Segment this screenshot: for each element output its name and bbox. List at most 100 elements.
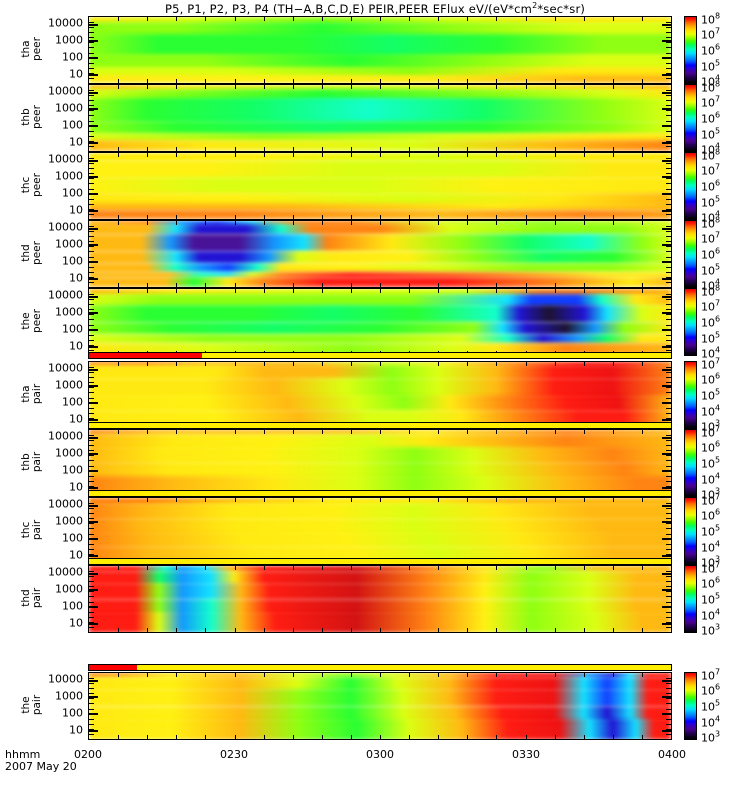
colorbar-tick-label: 106 <box>701 372 721 387</box>
energy-band <box>89 433 671 450</box>
colorbar-thc-pair[interactable] <box>684 497 697 565</box>
x-minor-tick-mark <box>263 215 265 219</box>
y-minor-tick-mark <box>89 241 94 243</box>
colorbar-thb-pair[interactable] <box>684 429 697 497</box>
panel-data-area-tha-peer <box>89 17 671 83</box>
y-axis-label-instrument: pair <box>31 587 43 609</box>
x-minor-tick-mark <box>321 153 323 157</box>
y-tick-mark <box>662 277 671 280</box>
y-minor-tick-mark <box>666 125 671 127</box>
data-quality-bar-1[interactable] <box>88 352 672 359</box>
y-tick-label: 10000 <box>48 565 83 579</box>
y-axis-tick-labels-thb-pair: 10000 1000 100 10 <box>30 429 86 497</box>
colorbar-tick-label: 106 <box>701 440 721 455</box>
x-minor-tick-mark <box>292 221 294 225</box>
y-minor-tick-mark <box>89 387 94 389</box>
y-minor-tick-mark <box>89 32 94 34</box>
colorbar-thd-pair[interactable] <box>684 565 697 633</box>
x-minor-tick-mark <box>292 430 294 434</box>
y-tick-mark <box>89 469 98 472</box>
x-minor-tick-mark <box>234 79 236 83</box>
y-tick-mark <box>662 453 671 456</box>
spectrogram-panel-the-pair[interactable] <box>88 672 672 740</box>
spectrogram-panel-thd-peer[interactable] <box>88 220 672 288</box>
colorbar-thd-peer[interactable] <box>684 220 697 288</box>
x-minor-tick-mark <box>205 362 207 366</box>
y-tick-label: 1000 <box>55 169 83 183</box>
colorbar-thb-peer[interactable] <box>684 84 697 152</box>
y-minor-tick-mark <box>666 203 671 205</box>
colorbar-tick-label: 103 <box>701 418 721 434</box>
y-minor-tick-mark <box>89 417 94 419</box>
x-minor-tick-mark <box>118 566 120 570</box>
colorbar-the-peer[interactable] <box>684 288 697 356</box>
colorbar-the-pair[interactable] <box>684 672 697 740</box>
colorbar-tick-label: 104 <box>701 403 721 418</box>
data-quality-bar-4[interactable] <box>88 558 672 565</box>
x-minor-tick-mark <box>496 362 498 366</box>
colorbar-thc-peer[interactable] <box>684 152 697 220</box>
colorbar-tick-label: 106 <box>701 42 721 58</box>
data-quality-bar-2[interactable] <box>88 422 672 429</box>
y-minor-tick-mark <box>89 596 94 598</box>
spectrogram-panel-thb-pair[interactable] <box>88 429 672 497</box>
spectrogram-panel-tha-peer[interactable] <box>88 16 672 84</box>
spectrogram-panel-thc-pair[interactable] <box>88 497 672 565</box>
spectrogram-panel-thc-peer[interactable] <box>88 152 672 220</box>
x-minor-tick-mark <box>292 153 294 157</box>
colorbar-tha-pair[interactable] <box>684 361 697 429</box>
y-tick-mark <box>89 244 98 247</box>
spectrogram-panel-tha-pair[interactable] <box>88 361 672 429</box>
data-quality-bar-3[interactable] <box>88 490 672 497</box>
y-minor-tick-mark <box>666 543 671 545</box>
y-tick-mark <box>662 469 671 472</box>
colorbar-tick-label: 104 <box>701 345 721 361</box>
y-tick-mark <box>89 73 98 76</box>
x-minor-tick-mark <box>292 283 294 287</box>
x-minor-tick-mark <box>409 221 411 225</box>
y-axis-tick-labels-thd-pair: 10000 1000 100 10 <box>30 565 86 633</box>
y-minor-tick-mark <box>666 281 671 283</box>
y-tick-mark <box>89 260 98 263</box>
y-minor-tick-mark <box>89 130 94 132</box>
y-tick-mark <box>662 40 671 43</box>
colorbar-tha-peer[interactable] <box>684 16 697 84</box>
x-minor-tick-mark <box>409 628 411 632</box>
colorbar-tick-label: 105 <box>701 455 721 471</box>
spectrogram-panel-thd-pair[interactable] <box>88 565 672 633</box>
y-minor-tick-mark <box>666 475 671 477</box>
y-tick-mark <box>89 56 98 59</box>
x-minor-tick-mark <box>176 215 178 219</box>
colorbar-tick-label: 103 <box>701 554 721 570</box>
y-tick-mark <box>89 227 98 230</box>
x-minor-tick-mark <box>467 362 469 366</box>
y-tick-mark <box>662 192 671 195</box>
x-minor-tick-mark <box>147 215 149 219</box>
y-tick-label: 100 <box>62 322 83 336</box>
data-quality-bar-5[interactable] <box>88 664 672 671</box>
x-minor-tick-mark <box>496 283 498 287</box>
y-tick-mark <box>89 124 98 127</box>
x-minor-tick-mark <box>118 17 120 21</box>
x-minor-tick-mark <box>467 79 469 83</box>
y-minor-tick-mark <box>89 382 94 384</box>
y-minor-tick-mark <box>666 261 671 263</box>
x-minor-tick-mark <box>118 79 120 83</box>
x-minor-tick-mark <box>321 362 323 366</box>
x-minor-tick-mark <box>496 85 498 89</box>
x-minor-tick-mark <box>176 147 178 151</box>
y-tick-mark <box>662 73 671 76</box>
spectrogram-panel-the-peer[interactable] <box>88 288 672 356</box>
y-minor-tick-mark <box>89 163 94 165</box>
y-tick-label: 100 <box>62 706 83 720</box>
y-axis-label-the-peer: the peer <box>20 287 43 355</box>
x-minor-tick-mark <box>380 566 381 570</box>
y-minor-tick-mark <box>89 158 94 160</box>
spectrogram-panel-thb-peer[interactable] <box>88 84 672 152</box>
y-tick-mark <box>89 141 98 144</box>
y-axis-label-instrument: peer <box>31 37 43 61</box>
energy-band <box>89 88 671 101</box>
colorbar-tick-label: 107 <box>701 424 721 440</box>
y-minor-tick-mark <box>666 596 671 598</box>
x-minor-tick-mark <box>612 17 614 21</box>
